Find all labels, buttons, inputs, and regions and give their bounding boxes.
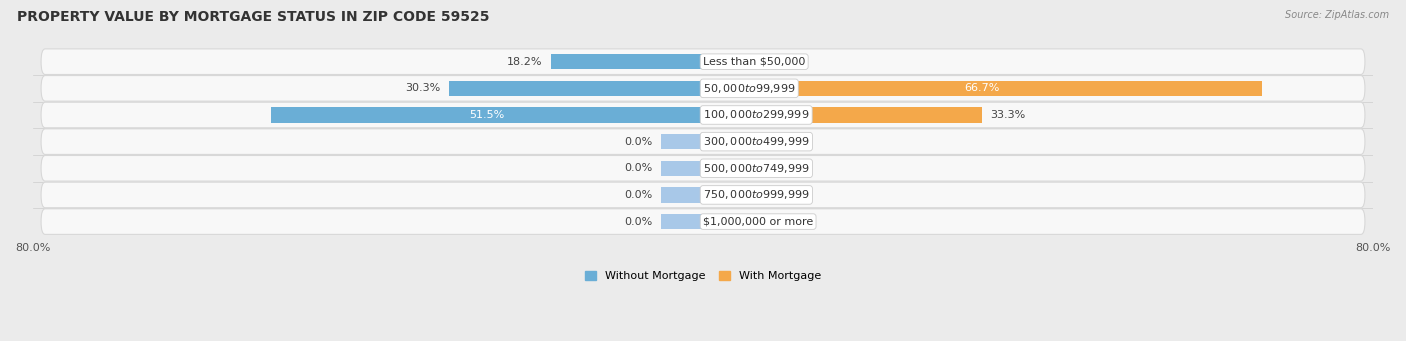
- Text: 0.0%: 0.0%: [624, 190, 652, 200]
- Bar: [703, 187, 745, 203]
- Text: Less than $50,000: Less than $50,000: [703, 57, 806, 67]
- FancyBboxPatch shape: [41, 155, 1365, 181]
- FancyBboxPatch shape: [41, 129, 1365, 154]
- Bar: [551, 54, 703, 70]
- FancyBboxPatch shape: [41, 209, 1365, 234]
- Text: $100,000 to $299,999: $100,000 to $299,999: [703, 108, 810, 121]
- Text: 51.5%: 51.5%: [470, 110, 505, 120]
- Bar: [661, 161, 703, 176]
- Bar: [661, 214, 703, 229]
- Text: 0.0%: 0.0%: [754, 217, 782, 226]
- Bar: [703, 134, 745, 149]
- Text: 0.0%: 0.0%: [624, 163, 652, 173]
- Bar: [703, 214, 745, 229]
- FancyBboxPatch shape: [41, 76, 1365, 101]
- Text: 66.7%: 66.7%: [965, 83, 1000, 93]
- Text: $300,000 to $499,999: $300,000 to $499,999: [703, 135, 810, 148]
- FancyBboxPatch shape: [41, 182, 1365, 208]
- Text: 0.0%: 0.0%: [754, 190, 782, 200]
- Text: 0.0%: 0.0%: [754, 57, 782, 67]
- Text: $50,000 to $99,999: $50,000 to $99,999: [703, 82, 796, 95]
- Legend: Without Mortgage, With Mortgage: Without Mortgage, With Mortgage: [581, 266, 825, 286]
- Text: 18.2%: 18.2%: [506, 57, 543, 67]
- Text: 30.3%: 30.3%: [405, 83, 440, 93]
- Text: 0.0%: 0.0%: [754, 137, 782, 147]
- Bar: [661, 187, 703, 203]
- Text: $500,000 to $749,999: $500,000 to $749,999: [703, 162, 810, 175]
- Text: 0.0%: 0.0%: [624, 217, 652, 226]
- Text: $750,000 to $999,999: $750,000 to $999,999: [703, 189, 810, 202]
- FancyBboxPatch shape: [41, 102, 1365, 128]
- Bar: [703, 54, 745, 70]
- Text: PROPERTY VALUE BY MORTGAGE STATUS IN ZIP CODE 59525: PROPERTY VALUE BY MORTGAGE STATUS IN ZIP…: [17, 10, 489, 24]
- Bar: [703, 80, 1261, 96]
- Bar: [661, 134, 703, 149]
- Text: 0.0%: 0.0%: [754, 163, 782, 173]
- Text: 0.0%: 0.0%: [624, 137, 652, 147]
- Bar: [703, 161, 745, 176]
- Text: $1,000,000 or more: $1,000,000 or more: [703, 217, 813, 226]
- Bar: [703, 107, 981, 123]
- Text: 33.3%: 33.3%: [990, 110, 1025, 120]
- Bar: [449, 80, 703, 96]
- FancyBboxPatch shape: [41, 49, 1365, 74]
- Bar: [271, 107, 703, 123]
- Text: Source: ZipAtlas.com: Source: ZipAtlas.com: [1285, 10, 1389, 20]
